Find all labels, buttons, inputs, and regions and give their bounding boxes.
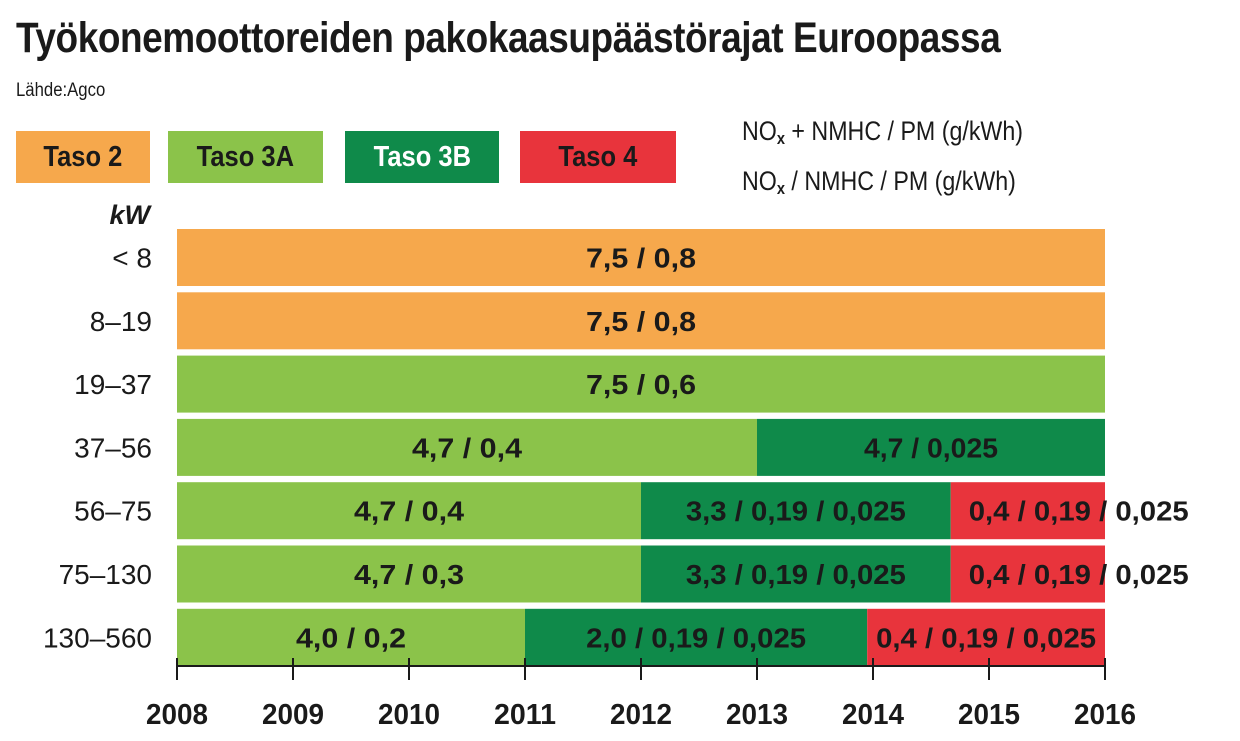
row-label: 19–37: [74, 369, 152, 400]
legend-label: Taso 3A: [196, 140, 295, 173]
segment-value-label: 0,4 / 0,19 / 0,025: [969, 559, 1189, 590]
bar-segment: [177, 608, 525, 666]
bar-segment: [177, 292, 1105, 350]
segment-value-label: 3,3 / 0,19 / 0,025: [686, 559, 906, 590]
legend-label: Taso 4: [558, 140, 638, 173]
segment-value-label: 4,7 / 0,3: [354, 559, 464, 590]
legend-taso-2: Taso 2: [16, 131, 150, 183]
bar-segment: [757, 418, 1105, 476]
legend-label: Taso 2: [43, 140, 123, 173]
x-tick-label: 2015: [958, 699, 1020, 731]
segment-value-label: 0,4 / 0,19 / 0,025: [969, 496, 1189, 527]
legend-taso-3a: Taso 3A: [168, 131, 323, 183]
source-note: Lähde:Agco: [16, 80, 106, 101]
bar-segment: [641, 545, 951, 603]
row-label: 8–19: [90, 306, 152, 337]
legend-label: Taso 3B: [373, 140, 471, 173]
unit-line-2: NOx / NMHC / PM (g/kWh): [742, 166, 1016, 198]
unit-line-1: NOx + NMHC / PM (g/kWh): [742, 116, 1023, 148]
bar-segment: [177, 545, 641, 603]
segment-value-label: 4,7 / 0,025: [864, 432, 998, 463]
segment-value-label: 3,3 / 0,19 / 0,025: [686, 496, 906, 527]
x-tick-label: 2013: [726, 699, 788, 731]
bar-segment: [177, 418, 757, 476]
bar-segment: [177, 355, 1105, 413]
segment-value-label: 7,5 / 0,8: [586, 306, 696, 337]
segment-value-label: 4,7 / 0,4: [412, 432, 522, 463]
row-label: 130–560: [43, 622, 152, 653]
segment-value-label: 0,4 / 0,19 / 0,025: [876, 622, 1096, 653]
bar-segment: [950, 482, 1105, 540]
legend-taso-4: Taso 4: [520, 131, 676, 183]
chart-title: Työkonemoottoreiden pakokaasupäästörajat…: [16, 14, 1001, 62]
x-tick-label: 2012: [610, 699, 672, 731]
segment-value-label: 4,0 / 0,2: [296, 622, 406, 653]
x-tick-label: 2011: [494, 699, 556, 731]
segment-value-label: 2,0 / 0,19 / 0,025: [586, 622, 806, 653]
bar-segment: [525, 608, 868, 666]
segment-value-label: 7,5 / 0,8: [586, 243, 696, 274]
bar-segment: [950, 545, 1105, 603]
bar-segment: [177, 229, 1105, 286]
bar-segment: [867, 608, 1105, 666]
legend-taso-3b: Taso 3B: [345, 131, 499, 183]
y-axis-label: kW: [110, 200, 153, 230]
x-tick-label: 2010: [378, 699, 440, 731]
x-tick-label: 2008: [146, 699, 208, 731]
x-tick-label: 2009: [262, 699, 324, 731]
x-tick-label: 2016: [1074, 699, 1136, 731]
row-label: 56–75: [74, 496, 152, 527]
row-label: 75–130: [59, 559, 152, 590]
bar-segment: [641, 482, 951, 540]
segment-value-label: 4,7 / 0,4: [354, 496, 464, 527]
row-label: 37–56: [74, 432, 152, 463]
row-label: < 8: [112, 243, 152, 274]
segment-value-label: 7,5 / 0,6: [586, 369, 696, 400]
x-tick-label: 2014: [842, 699, 904, 731]
bar-segment: [177, 482, 641, 540]
